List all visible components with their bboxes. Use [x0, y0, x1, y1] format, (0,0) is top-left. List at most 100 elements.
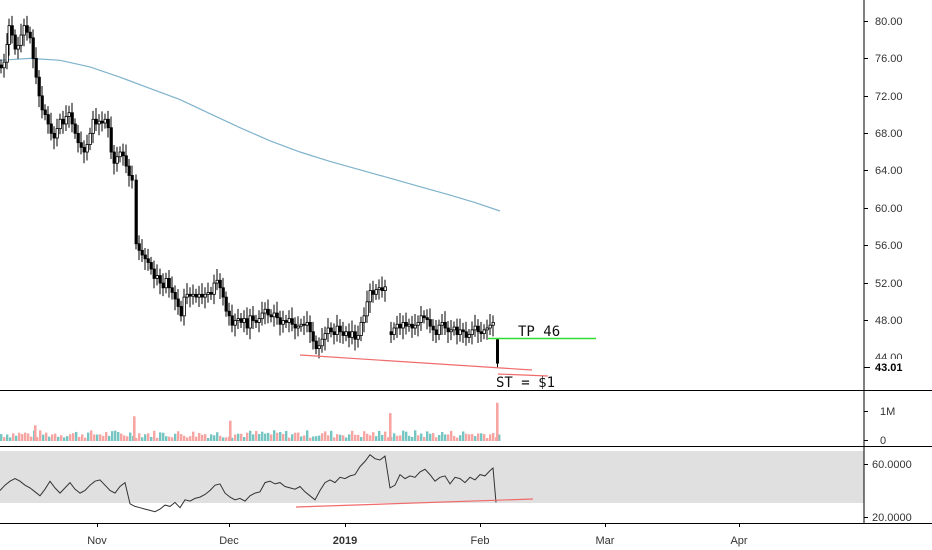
candle-up	[97, 120, 101, 125]
candle-down	[46, 114, 50, 125]
volume-bar	[312, 436, 315, 441]
volume-bar	[252, 434, 255, 441]
candle-down	[311, 331, 315, 342]
candle-up	[203, 293, 207, 298]
tp-annotation[interactable]: TP 46	[518, 324, 560, 340]
volume-bar	[207, 437, 210, 441]
candle-up	[191, 293, 195, 297]
volume-bar	[75, 431, 78, 441]
candle-down	[140, 249, 144, 256]
candle-up	[449, 329, 453, 333]
price-tick: 64.00	[875, 165, 903, 177]
volume-bar	[411, 436, 414, 441]
volume-bar	[162, 432, 165, 441]
volume-bar	[279, 431, 282, 441]
candle-down	[251, 315, 255, 321]
volume-bar	[9, 437, 12, 441]
candle-up	[91, 118, 95, 134]
volume-bar	[276, 432, 279, 441]
volume-bar	[198, 433, 201, 441]
volume-bar	[66, 436, 69, 441]
candle-up	[482, 329, 486, 335]
volume-bar	[327, 435, 330, 441]
volume-bar	[123, 435, 126, 441]
candle-down	[224, 296, 228, 312]
candle-down	[137, 243, 141, 251]
candle-down	[371, 290, 375, 295]
price-tick: 48.00	[875, 315, 903, 327]
price-support-trendline[interactable]	[299, 354, 533, 371]
volume-bar	[465, 433, 468, 441]
candle-up	[299, 323, 303, 327]
candle-up	[362, 315, 366, 323]
volume-bar	[417, 435, 420, 441]
candle-up	[488, 324, 492, 329]
candle-down	[464, 331, 468, 338]
volume-bar	[378, 430, 381, 441]
rsi-trendline[interactable]	[295, 498, 534, 508]
st-annotation[interactable]: ST = $1	[496, 375, 555, 391]
volume-bar	[147, 433, 150, 441]
candle-down	[70, 112, 74, 125]
volume-bar	[189, 436, 192, 441]
volume-bar	[78, 436, 81, 441]
candle-up	[115, 156, 119, 164]
candle-down	[167, 277, 171, 289]
volume-bar	[432, 433, 435, 441]
volume-bar	[171, 437, 174, 441]
volume-bar	[351, 430, 354, 441]
volume-bar	[459, 435, 462, 441]
candle-down	[37, 76, 41, 97]
candle-up	[365, 301, 369, 317]
candle-up	[452, 326, 456, 331]
volume-bar	[195, 436, 198, 441]
volume-bar	[144, 434, 147, 441]
candle-up	[416, 321, 420, 326]
candle-up	[185, 293, 189, 298]
candle-up	[359, 321, 363, 336]
candle-up	[257, 318, 261, 323]
candle-up	[413, 324, 417, 329]
candle-down	[31, 37, 35, 59]
candle-up	[344, 331, 348, 336]
last-price-tag-bg	[866, 359, 932, 375]
candle-down	[425, 317, 429, 320]
candle-down	[245, 318, 249, 329]
volume-bar	[429, 433, 432, 441]
volume-bar	[372, 432, 375, 441]
volume-bar	[229, 420, 232, 441]
candle-down	[73, 123, 77, 134]
volume-bar	[258, 434, 261, 441]
candle-down	[455, 326, 459, 335]
volume-bar	[456, 437, 459, 441]
volume-bar	[243, 437, 246, 441]
candle-up	[470, 329, 474, 335]
volume-bar	[51, 434, 54, 441]
volume-bar	[387, 437, 390, 441]
candle-up	[248, 315, 252, 329]
volume-bar	[267, 432, 270, 441]
volume-bar	[138, 433, 141, 441]
candle-down	[290, 318, 294, 325]
candle-up	[16, 44, 20, 50]
volume-bar	[84, 437, 87, 441]
candle-down	[25, 25, 29, 33]
volume-bar	[444, 434, 447, 441]
price-tick: 56.00	[875, 240, 903, 252]
candle-down	[347, 331, 351, 338]
volume-bar	[156, 437, 159, 441]
candle-up	[260, 312, 264, 320]
candle-up	[485, 327, 489, 331]
candle-down	[218, 279, 222, 289]
volume-bar	[63, 437, 66, 441]
volume-bar	[48, 436, 51, 441]
candle-down	[82, 146, 86, 153]
candle-up	[236, 318, 240, 321]
volume-bar	[108, 435, 111, 441]
stop-trendline[interactable]	[497, 373, 549, 377]
candle-up	[155, 275, 159, 279]
candle-down	[398, 323, 402, 329]
candle-down	[79, 142, 83, 148]
candle-up	[491, 321, 495, 326]
candle-up	[467, 334, 471, 338]
